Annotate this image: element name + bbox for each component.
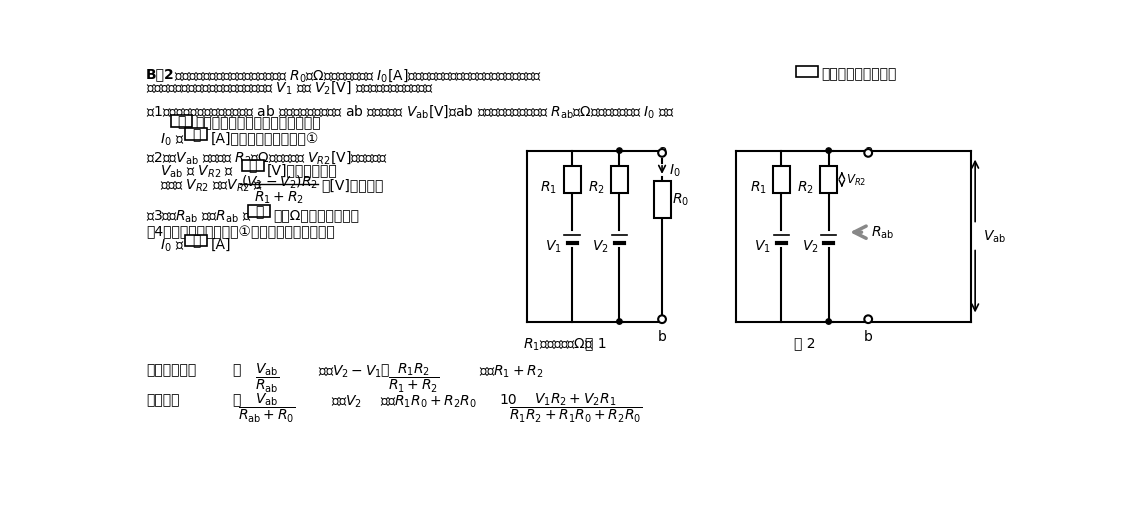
- Text: $V_2$: $V_2$: [592, 238, 609, 255]
- Text: オ: オ: [192, 234, 200, 248]
- Text: $\dfrac{V_{\rm ab}}{R_{\rm ab}}$: $\dfrac{V_{\rm ab}}{R_{\rm ab}}$: [254, 361, 279, 394]
- Bar: [564, 167, 581, 193]
- Circle shape: [864, 150, 872, 158]
- Text: $\dfrac{V_{\rm ab}}{R_{\rm ab} + R_0}$: $\dfrac{V_{\rm ab}}{R_{\rm ab} + R_0}$: [238, 391, 296, 424]
- Text: 次の記述は、図１に示す回路の抵抗 $R_0$［Ω］に流れる電流 $I_0$[A]を求める方法について述べたものである。: 次の記述は、図１に示す回路の抵抗 $R_0$［Ω］に流れる電流 $I_0$[A]…: [174, 67, 541, 83]
- Text: （4）　したがって、式①は、次式で表される。: （4） したがって、式①は、次式で表される。: [146, 224, 334, 238]
- Text: [V]である。: [V]である。: [321, 177, 383, 191]
- Bar: [820, 167, 837, 193]
- Bar: [611, 167, 628, 193]
- Text: 図 2: 図 2: [794, 336, 816, 349]
- Text: （1）　図２に示すように、端子 ab 間を開放したときの ab 間の電圧を $V_{\rm ab}$[V]、ab から左側を見た抵抗を $R_{\rm ab}$: （1） 図２に示すように、端子 ab 間を開放したときの ab 間の電圧を $V…: [146, 103, 675, 120]
- Bar: [773, 167, 790, 193]
- Text: $V_{\rm ab}$ ＝ $V_{R2}$ ＋: $V_{\rm ab}$ ＝ $V_{R2}$ ＋: [159, 163, 234, 179]
- Text: $I_0$ ＝: $I_0$ ＝: [159, 131, 184, 147]
- Text: $V_1$: $V_1$: [545, 238, 562, 255]
- Text: １　テブナン: １ テブナン: [146, 363, 197, 377]
- Text: $V_2$: $V_2$: [801, 238, 818, 255]
- Text: $V_1$: $V_1$: [755, 238, 771, 255]
- Text: [A]: [A]: [211, 237, 232, 251]
- Text: ［Ω］で表される。: ［Ω］で表される。: [273, 208, 359, 222]
- Text: ９　$R_1 R_0 + R_2 R_0$: ９ $R_1 R_0 + R_2 R_0$: [380, 392, 477, 409]
- Text: $V_{R2}$: $V_{R2}$: [845, 173, 866, 188]
- Text: ア: ア: [177, 115, 185, 129]
- Text: （3）　$R_{\rm ab}$ は、$R_{\rm ab}$ ＝: （3） $R_{\rm ab}$ は、$R_{\rm ab}$ ＝: [146, 208, 252, 225]
- Text: ウ: ウ: [249, 159, 257, 173]
- Text: $R_1$: $R_1$: [749, 180, 766, 196]
- Bar: [797, 67, 818, 78]
- Text: ２: ２: [233, 363, 241, 377]
- Text: a: a: [658, 143, 667, 158]
- Text: b: b: [658, 330, 667, 343]
- Bar: [653, 181, 670, 218]
- Circle shape: [617, 148, 623, 154]
- Text: 図 1: 図 1: [584, 336, 606, 349]
- Text: $\dfrac{R_1 R_2}{R_1 + R_2}$: $\dfrac{R_1 R_2}{R_1 + R_2}$: [389, 361, 440, 394]
- Bar: [171, 116, 192, 127]
- Text: $V_{\rm ab}$: $V_{\rm ab}$: [983, 228, 1006, 245]
- Text: $R_1$: $R_1$: [540, 180, 557, 196]
- Text: （2）　$V_{\rm ab}$ は、抵抗 $R_2$［Ω］の電圧を $V_{R2}$[V]とすると、: （2） $V_{\rm ab}$ は、抵抗 $R_2$［Ω］の電圧を $V_{R…: [146, 149, 388, 166]
- Text: [V]で表される。: [V]で表される。: [267, 163, 338, 177]
- Text: b: b: [863, 330, 872, 343]
- Text: $(V_1 - V_2)R_2$: $(V_1 - V_2)R_2$: [241, 174, 318, 191]
- Text: $R_0$: $R_0$: [672, 191, 689, 208]
- Text: $R_1$：抵抗　［Ω］: $R_1$：抵抗 ［Ω］: [523, 336, 594, 352]
- Text: $R_2$: $R_2$: [797, 180, 814, 196]
- Text: [A]・・・・・・・・　①: [A]・・・・・・・・ ①: [211, 131, 320, 145]
- Text: $I_0$ ＝: $I_0$ ＝: [159, 237, 184, 254]
- Text: 内に入れるべき字句: 内に入れるべき字句: [822, 67, 897, 81]
- Text: $R_{\rm ab}$: $R_{\rm ab}$: [871, 225, 895, 241]
- Text: ここで $V_{R2}$ は、$V_{R2}$ ＝: ここで $V_{R2}$ は、$V_{R2}$ ＝: [159, 177, 263, 194]
- Bar: [242, 161, 263, 172]
- Text: 10: 10: [499, 392, 516, 407]
- Text: ７: ７: [233, 392, 241, 407]
- Circle shape: [658, 150, 666, 158]
- Bar: [249, 206, 270, 217]
- Text: B－2: B－2: [146, 67, 175, 81]
- Text: $I_0$: $I_0$: [669, 162, 680, 179]
- Circle shape: [864, 316, 872, 323]
- Circle shape: [826, 148, 832, 154]
- Text: イ: イ: [192, 128, 200, 142]
- Text: $R_1 + R_2$: $R_1 + R_2$: [254, 190, 304, 206]
- Circle shape: [658, 316, 666, 323]
- Text: $\dfrac{V_1 R_2 + V_2 R_1}{R_1 R_2 + R_1 R_0 + R_2 R_0}$: $\dfrac{V_1 R_2 + V_2 R_1}{R_1 R_2 + R_1…: [508, 391, 642, 424]
- Circle shape: [617, 319, 623, 325]
- Text: ６　相反: ６ 相反: [146, 392, 180, 407]
- Text: ５　$R_1 + R_2$: ５ $R_1 + R_2$: [479, 363, 544, 379]
- Text: ３　$V_2 - V_1$: ３ $V_2 - V_1$: [318, 363, 382, 379]
- Text: ８　$V_2$: ８ $V_2$: [331, 392, 362, 409]
- Text: ４: ４: [380, 363, 389, 377]
- Text: $R_2$: $R_2$: [588, 180, 605, 196]
- Bar: [185, 235, 207, 246]
- Bar: [185, 129, 207, 140]
- Circle shape: [826, 319, 832, 325]
- Text: a: a: [864, 143, 872, 158]
- Text: を下の番号から選べ。ただし、直流電源 $V_1$ 及び $V_2$[V] の内部抵抗は零とする。: を下の番号から選べ。ただし、直流電源 $V_1$ 及び $V_2$[V] の内部…: [146, 79, 434, 96]
- Text: エ: エ: [255, 205, 263, 219]
- Text: の定理により、次式で表される。: の定理により、次式で表される。: [195, 116, 321, 130]
